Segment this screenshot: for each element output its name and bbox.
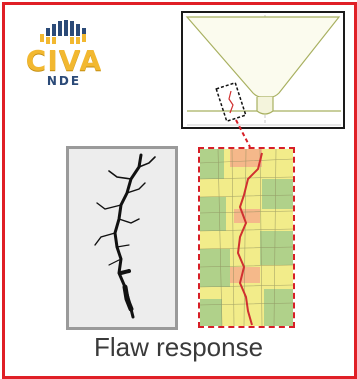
weld-geometry-diagram — [185, 15, 341, 126]
logo-wordmark: CIVA — [25, 44, 103, 77]
logo-subtitle: NDE — [46, 74, 82, 88]
flaw-mesh-plot — [200, 149, 293, 326]
crack-micrograph-image — [69, 149, 175, 327]
civa-nde-logo: CIVA NDE — [24, 14, 104, 88]
logo-grid-icon — [40, 20, 86, 44]
caption: Flaw response — [93, 332, 264, 362]
crack-micrograph — [66, 146, 178, 330]
simulated-flaw-mesh — [198, 147, 295, 328]
geometry-inset — [181, 11, 345, 129]
